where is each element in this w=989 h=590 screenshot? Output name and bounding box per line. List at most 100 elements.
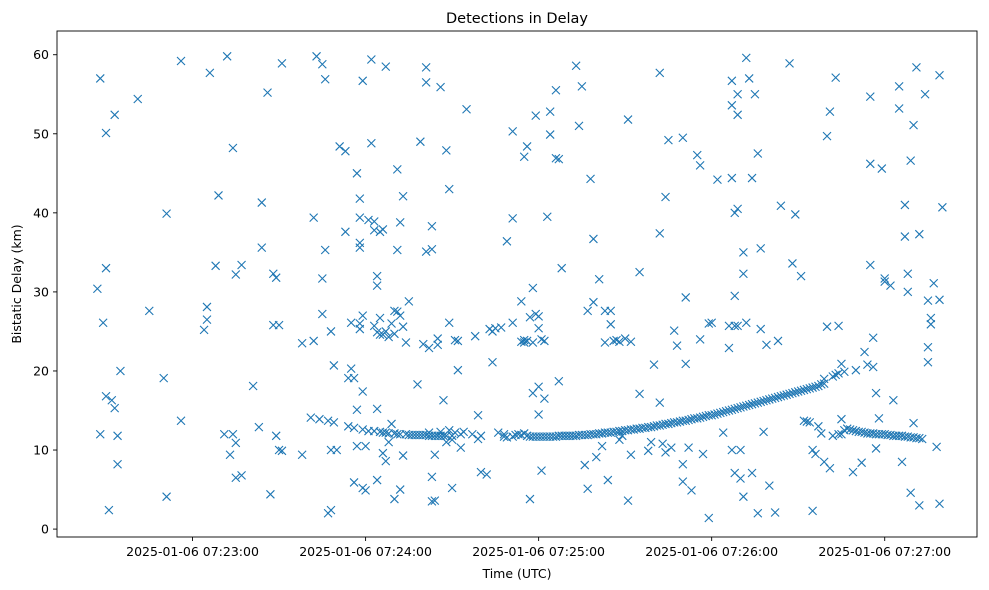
y-tick-label: 40 [33,205,49,220]
scatter-point [707,318,717,328]
scatter-point [317,59,327,69]
scatter-point [254,422,264,432]
scatter-point [888,395,898,405]
scatter-point [661,448,670,457]
x-tick-label: 2025-01-06 07:26:00 [645,544,778,559]
scatter-point [851,365,861,375]
scatter-point [770,508,780,517]
scatter-point [796,386,806,396]
scatter-point [441,145,451,155]
scatter-point [211,261,221,271]
scatter-point [110,110,120,120]
scatter-point [626,337,636,347]
scatter-point [329,361,339,370]
scatter-point [713,409,722,419]
scatter-point [404,297,414,306]
scatter-point [537,334,546,344]
x-axis: 2025-01-06 07:23:00 2025-01-06 07:24:00 20… [126,537,951,559]
x-tick-label: 2025-01-06 07:23:00 [126,544,259,559]
scatter-point [415,137,425,147]
scatter-point [580,460,590,470]
scatter-point [713,175,722,185]
scatter-point [346,318,356,328]
scatter-point [390,494,399,504]
scatter-point [508,213,518,223]
scatter-point [522,336,532,346]
scatter-point [759,427,768,437]
scatter-point [920,89,930,99]
scatter-point [470,331,480,341]
scatter-point [392,164,402,174]
scatter-point [528,283,538,293]
scatter-point [880,277,890,287]
scatter-point [612,335,621,345]
scatter-point [756,397,766,407]
scatter-point [834,429,843,439]
scatter-point [900,200,910,210]
scatter-point [355,243,365,253]
scatter-point [788,388,797,398]
scatter-point [231,270,241,279]
scatter-point [903,269,913,279]
scatter-point [335,142,345,151]
scatter-point [369,321,379,331]
scatter-point [727,405,737,415]
scatter-point [917,434,927,444]
scatter-point [583,484,593,494]
scatter-point [263,88,272,98]
scatter-point [447,483,457,493]
scatter-point [753,398,763,407]
scatter-point [534,410,544,419]
scatter-point [828,372,838,381]
scatter-point [144,306,154,316]
scatter-point [664,135,673,145]
scatter-point [597,441,607,451]
scatter-point [430,496,440,506]
scatter-point [739,402,748,411]
scatter-point [658,439,668,449]
scatter-point [813,381,823,391]
scatter-point [906,488,916,498]
scatter-point [929,278,939,288]
scatter-point [390,306,399,316]
scatter-point [692,150,702,160]
scatter-point [583,306,593,316]
scatter-point [355,194,365,204]
scatter-point [724,343,734,353]
scatter-point [372,475,382,485]
scatter-point [724,406,734,415]
scatter-point [392,245,402,255]
scatter-point [358,425,368,434]
scatter-point [739,492,748,502]
scatter-point [727,445,737,455]
scatter-point [554,154,564,164]
scatter-point [730,404,740,414]
scatter-point [473,410,483,420]
scatter-point [542,212,552,222]
scatter-point [427,472,437,482]
scatter-point [525,312,535,322]
scatter-point [718,407,728,417]
scatter-point [845,425,855,434]
scatter-point [649,360,659,370]
scatter-point [398,451,408,460]
scatter-point [381,428,391,438]
scatter-point [398,322,408,332]
scatter-point [361,485,370,495]
scatter-point [782,390,792,400]
scatter-point [623,115,633,124]
scatter-point [868,333,878,343]
scatter-point [309,336,319,346]
y-tick-label: 60 [33,47,49,62]
scatter-point [739,247,748,257]
scatter-point [395,217,405,227]
scatter-point [522,142,532,151]
scatter-point [681,416,691,426]
scatter-point [366,138,376,148]
scatter-point [110,403,120,413]
scatter-point [176,56,186,66]
scatter-point [205,68,215,78]
scatter-point [320,245,330,255]
scatter-point [773,392,783,402]
scatter-point [894,81,904,91]
